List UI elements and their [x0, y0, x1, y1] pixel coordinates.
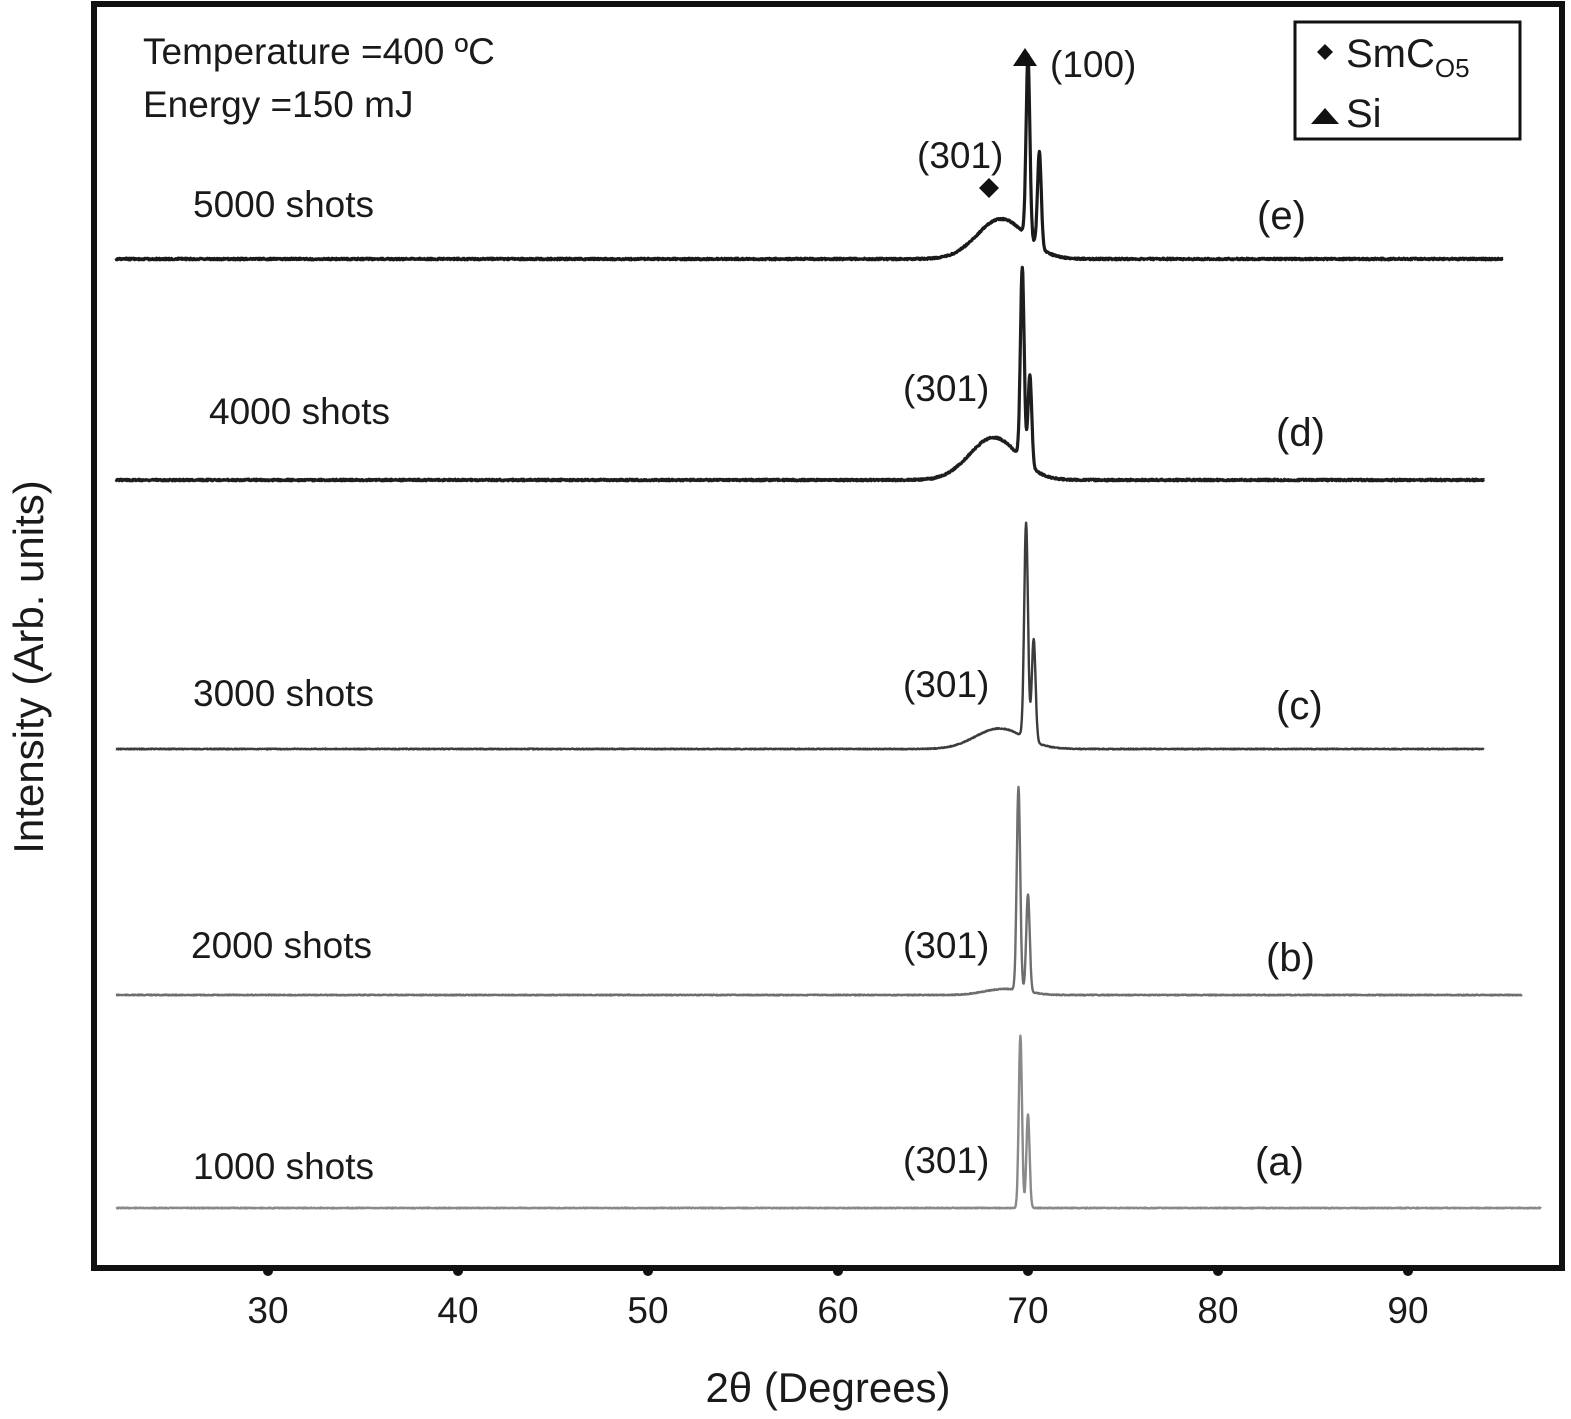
series-label: 2000 shots — [191, 925, 372, 966]
series-label: 1000 shots — [193, 1146, 374, 1187]
x-tick-label: 70 — [1007, 1290, 1048, 1331]
x-tick-label: 30 — [247, 1290, 288, 1331]
series-tag: (c) — [1276, 684, 1323, 728]
x-tick-mark — [1213, 1266, 1223, 1276]
peak-label-301: (301) — [903, 1140, 989, 1181]
trace-line — [115, 785, 1523, 997]
x-tick-mark — [263, 1266, 273, 1276]
legend-label-si: Si — [1346, 92, 1382, 136]
x-tick-label: 50 — [627, 1290, 668, 1331]
peak-label-301: (301) — [903, 368, 989, 409]
series-tag: (b) — [1266, 936, 1315, 980]
series-label: 5000 shots — [193, 184, 374, 225]
peak-label-301: (301) — [917, 135, 1003, 176]
x-tick-mark — [453, 1266, 463, 1276]
peak-label-100: (100) — [1050, 44, 1136, 85]
conditions-energy: Energy =150 mJ — [143, 84, 413, 125]
traces — [114, 53, 1542, 1210]
legend-triangle-icon — [1311, 108, 1339, 124]
x-tick-label: 80 — [1197, 1290, 1238, 1331]
trace-line — [115, 521, 1485, 751]
smco5-peak-diamond-icon — [979, 178, 999, 198]
trace-line — [115, 1034, 1542, 1210]
x-axis-ticks: 30 40 50 60 70 80 90 — [247, 1266, 1429, 1331]
peak-label-301: (301) — [903, 925, 989, 966]
x-tick-mark — [833, 1266, 843, 1276]
x-tick-mark — [1023, 1266, 1033, 1276]
si-peak-triangle-icon — [1013, 48, 1037, 66]
series-tag: (a) — [1255, 1140, 1304, 1184]
y-axis-title: Intensity (Arb. units) — [5, 480, 52, 853]
x-tick-label: 90 — [1387, 1290, 1428, 1331]
trace-line — [114, 53, 1505, 262]
legend: SmCO5 Si — [1293, 20, 1522, 141]
trace-line — [114, 265, 1486, 483]
x-tick-label: 60 — [817, 1290, 858, 1331]
peak-label-301: (301) — [903, 664, 989, 705]
series-label: 3000 shots — [193, 673, 374, 714]
legend-diamond-icon — [1317, 44, 1333, 60]
series-tag: (e) — [1257, 194, 1306, 238]
x-tick-mark — [1403, 1266, 1413, 1276]
x-axis-title: 2θ (Degrees) — [705, 1364, 950, 1411]
x-tick-mark — [643, 1266, 653, 1276]
x-tick-label: 40 — [437, 1290, 478, 1331]
series-label: 4000 shots — [209, 391, 390, 432]
conditions-temperature: Temperature =400 ºC — [143, 31, 495, 72]
legend-label-smco5: SmCO5 — [1346, 32, 1470, 83]
series-tag: (d) — [1276, 411, 1325, 455]
plot-frame — [91, 1, 1565, 1271]
